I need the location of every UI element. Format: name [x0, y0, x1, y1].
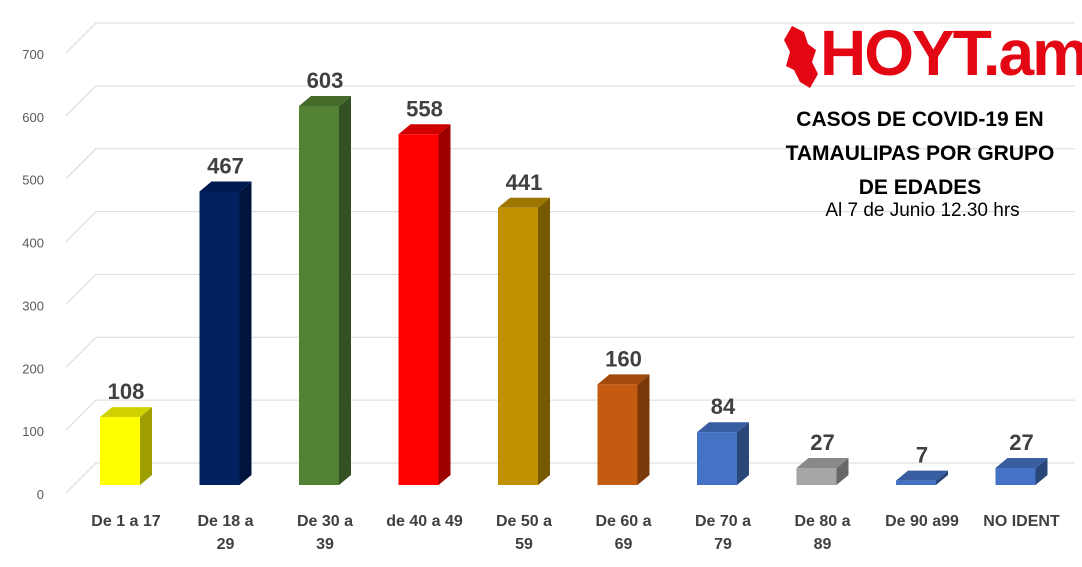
value-label: 27 [810, 430, 834, 455]
x-tick-label: 29 [217, 536, 235, 553]
bar-side [438, 124, 451, 485]
bar-0 [100, 407, 152, 485]
logo-text: HOYT.am [820, 17, 1082, 89]
bar-top [498, 197, 550, 208]
y-tick-label: 0 [37, 487, 44, 502]
gridline-diag [65, 211, 97, 242]
x-tick-label: de 40 a 49 [386, 513, 463, 530]
bar-top [796, 458, 849, 469]
value-label: 441 [506, 170, 543, 195]
gridline-diag [65, 462, 97, 494]
bar-front [597, 384, 638, 485]
bar-top [199, 181, 252, 192]
value-label: 7 [916, 443, 928, 468]
x-tick-label: De 90 a99 [885, 513, 959, 530]
value-label: 27 [1009, 430, 1033, 455]
value-label: 84 [711, 394, 736, 419]
x-tick-label: De 70 a [695, 513, 751, 530]
bar-side [737, 422, 749, 485]
bar-6 [697, 422, 749, 485]
value-labels: 108 467 603 558 441 160 84 27 7 27 [108, 68, 1034, 468]
bar-top [995, 458, 1048, 469]
gridline-diag [65, 148, 97, 180]
bar-9 [995, 458, 1048, 485]
x-tick-label: De 50 a [496, 513, 552, 530]
gridline-diag [65, 336, 97, 368]
x-tick-label: 59 [515, 536, 533, 553]
gridline-diag [65, 85, 97, 117]
bar-front [199, 191, 240, 485]
bar-top [697, 422, 749, 433]
bar-side [239, 181, 252, 485]
bar-4 [498, 197, 550, 486]
x-tick-label: De 80 a [794, 513, 850, 530]
bar-5 [597, 374, 650, 485]
y-tick-label: 700 [22, 47, 44, 62]
y-tick-label: 600 [22, 110, 44, 125]
x-tick-label: 79 [714, 536, 732, 553]
bar-side [1035, 458, 1048, 485]
gridline-diag [65, 22, 97, 54]
x-tick-label: De 60 a [595, 513, 651, 530]
bar-front [100, 417, 140, 485]
x-axis-labels: De 1 a 17 De 18 a 29 De 30 a 39 de 40 a 49 De … [91, 513, 1060, 553]
bar-top [100, 407, 152, 418]
tamaulipas-map-icon [784, 26, 818, 88]
x-tick-label: 69 [615, 536, 633, 553]
bar-side [637, 374, 650, 485]
bar-front [398, 134, 439, 485]
bars [100, 95, 1048, 486]
value-label: 603 [307, 68, 344, 93]
y-tick-label: 100 [22, 424, 44, 439]
x-tick-label: NO IDENT [983, 513, 1060, 530]
y-tick-label: 400 [22, 236, 44, 251]
chart-title: CASOS DE COVID-19 EN TAMAULIPAS POR GRUP… [785, 108, 1055, 199]
bar-front [498, 207, 538, 486]
value-label: 160 [605, 346, 642, 371]
y-tick-label: 500 [22, 173, 44, 188]
bar-2 [299, 95, 351, 485]
bar-top [597, 374, 650, 385]
x-tick-label: De 30 a [297, 513, 353, 530]
bar-side [140, 407, 152, 485]
value-label: 108 [108, 379, 145, 404]
bar-side [936, 470, 948, 485]
x-tick-label: De 18 a [197, 513, 253, 530]
value-label: 467 [207, 153, 244, 178]
value-label: 558 [406, 96, 443, 121]
bar-top [299, 95, 351, 106]
bar-7 [796, 458, 849, 485]
gridline-diag [65, 274, 97, 305]
chart-subtitle: Al 7 de Junio 12.30 hrs [825, 200, 1020, 221]
x-tick-label: 89 [814, 536, 832, 553]
y-axis-ticks: 0 100 200 300 400 500 600 700 [22, 47, 44, 502]
y-tick-label: 300 [22, 298, 44, 313]
bar-side [538, 197, 550, 486]
bar-top [398, 124, 451, 135]
bar-front [995, 468, 1036, 485]
x-tick-label: 39 [316, 536, 334, 553]
y-tick-label: 200 [22, 361, 44, 376]
bar-8 [896, 470, 948, 485]
bar-front [896, 480, 936, 485]
bar-top [896, 470, 948, 481]
bar-front [796, 468, 837, 485]
gridlines [65, 22, 1075, 494]
hoyt-logo: HOYT.am [782, 18, 1082, 92]
bar-side [339, 95, 351, 485]
bar-3 [398, 124, 451, 485]
bar-1 [199, 181, 252, 485]
bar-side [836, 458, 849, 485]
bar-front [299, 105, 339, 485]
x-tick-label: De 1 a 17 [91, 513, 160, 530]
bar-front [697, 432, 737, 485]
gridline-diag [65, 399, 97, 431]
